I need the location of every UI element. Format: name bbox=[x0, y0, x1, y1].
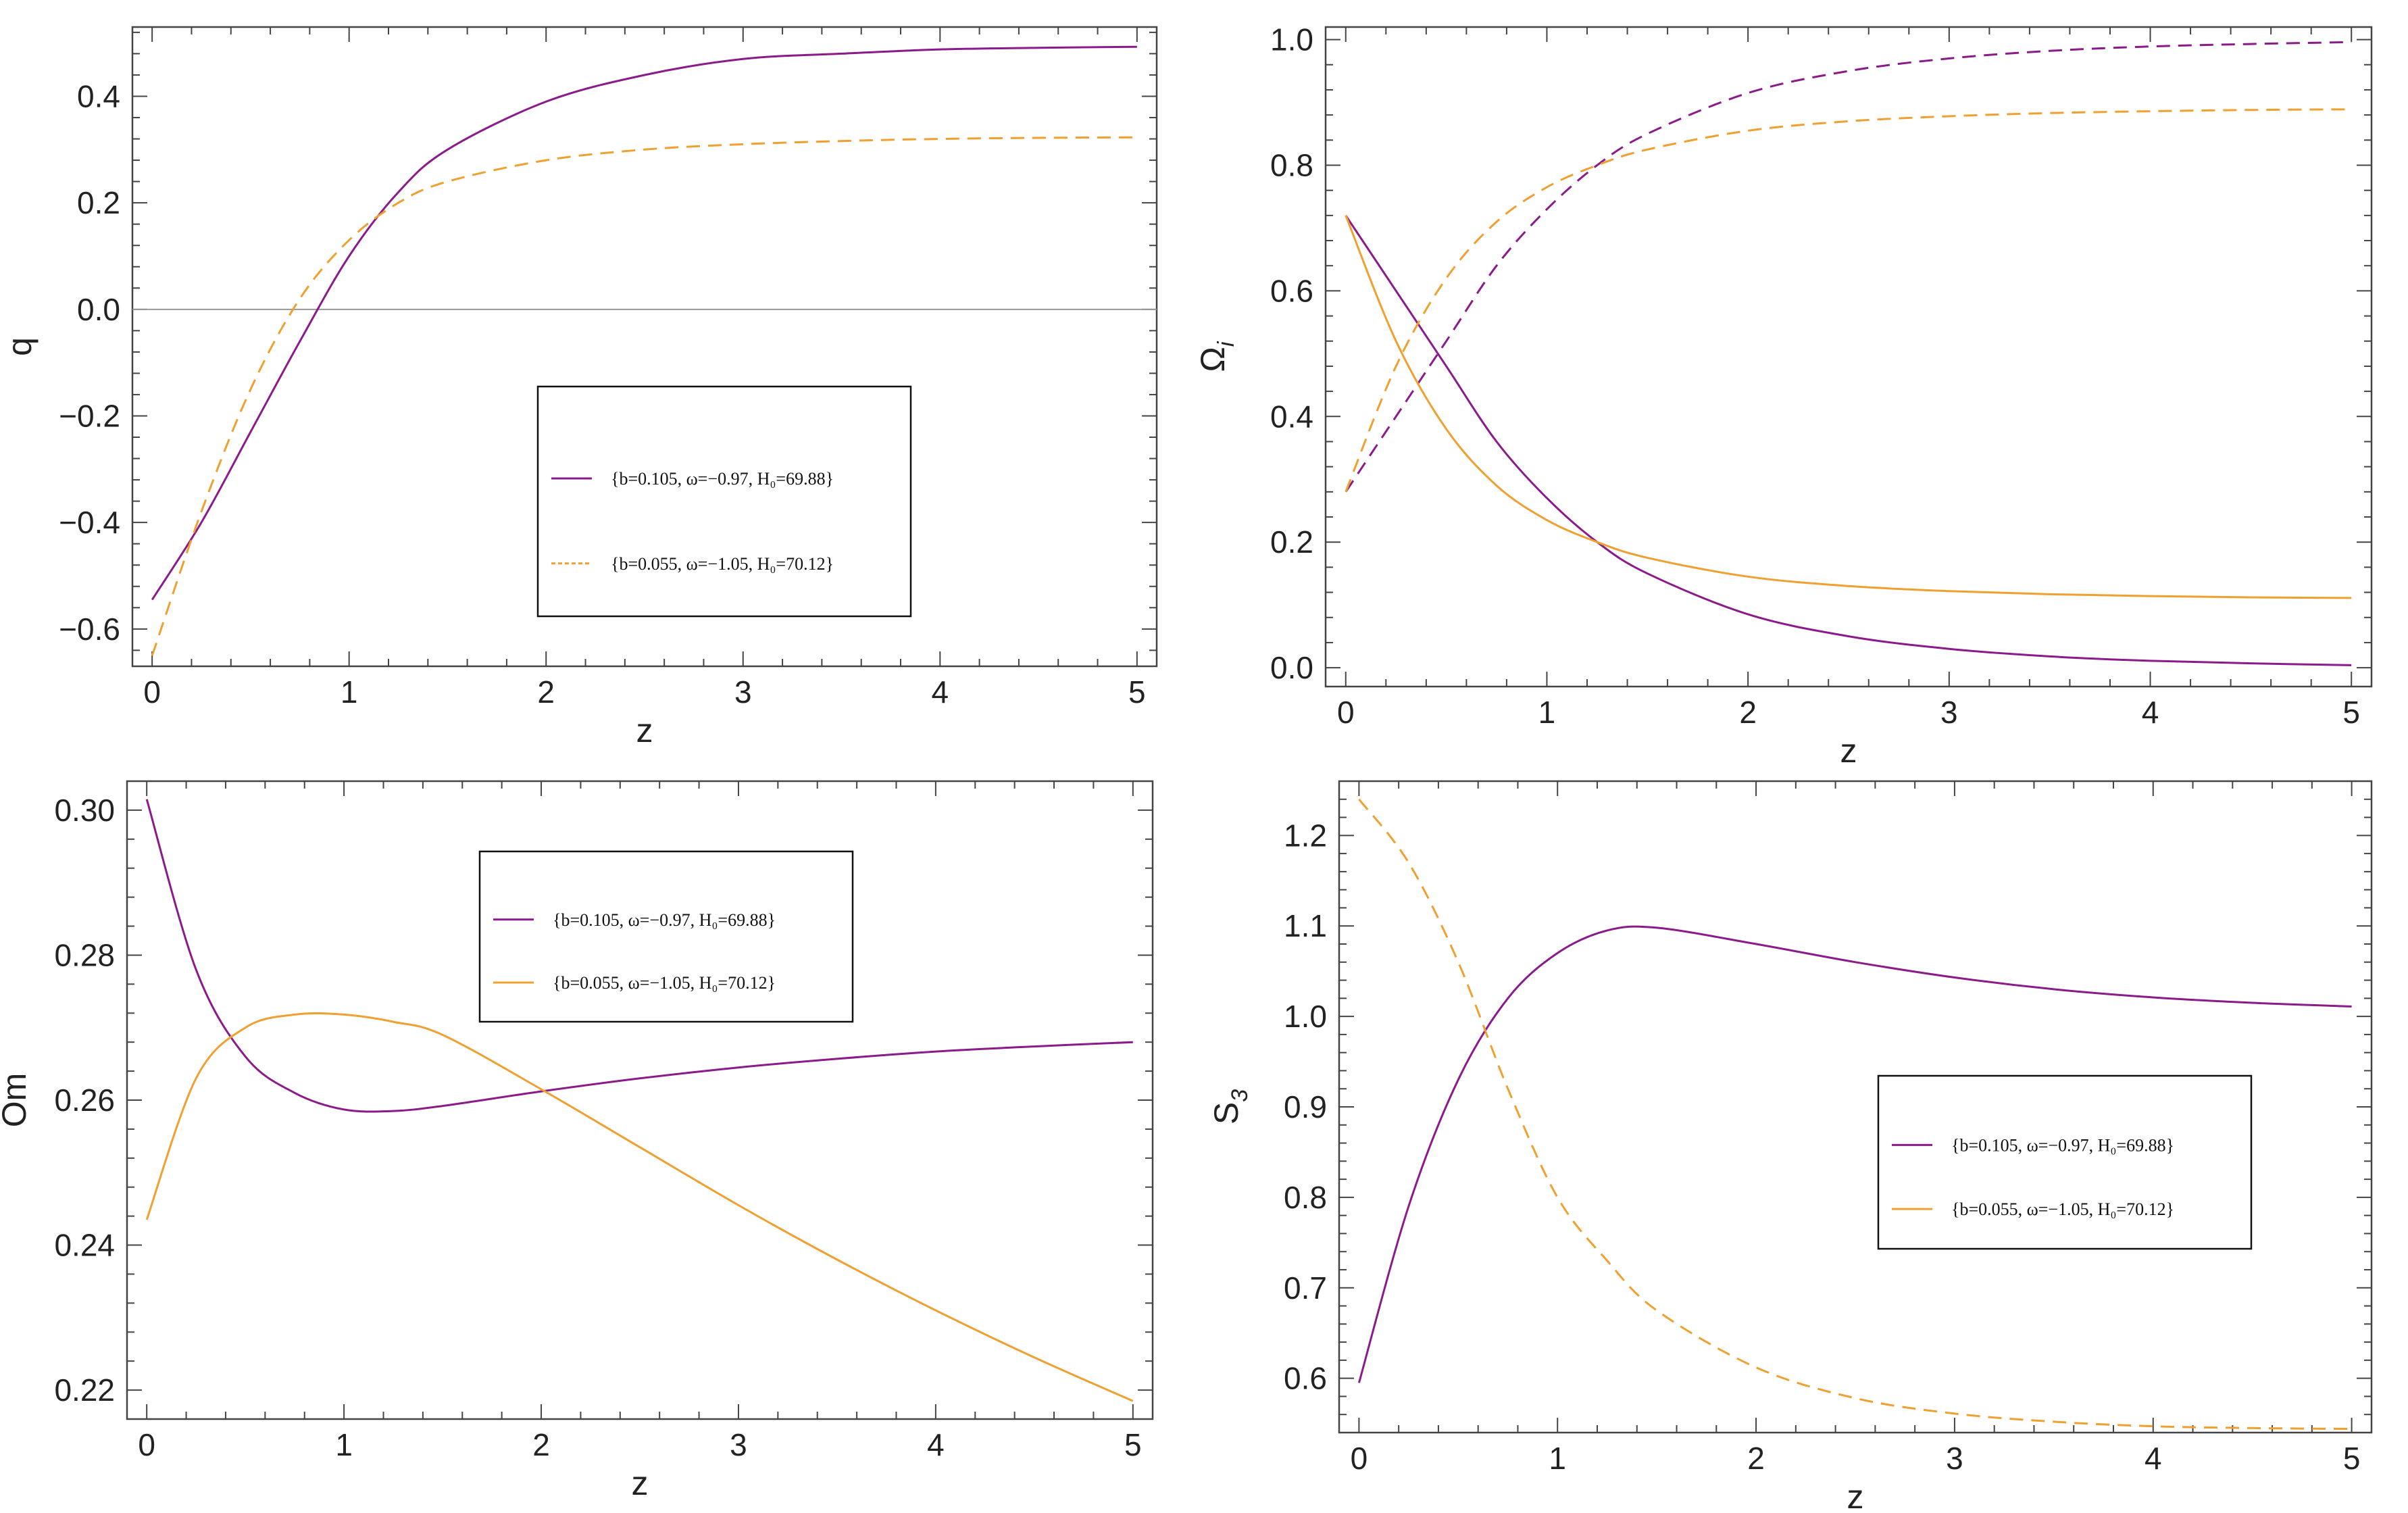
y-tick-label: −0.6 bbox=[59, 612, 120, 647]
y-tick-label: 0.28 bbox=[54, 937, 115, 972]
x-tick-label: 2 bbox=[537, 674, 555, 710]
y-tick-label: 0.4 bbox=[77, 78, 120, 114]
legend-box bbox=[1877, 1074, 2253, 1250]
x-tick-label: 1 bbox=[1549, 1441, 1566, 1476]
y-tick-label: 0.9 bbox=[1284, 1089, 1327, 1124]
q-panel: 0 1 2 3 4 5 −0.6 −0.4 −0.2 0.0 0.2 0.4 z q {b=0.105, ω… bbox=[1, 26, 1158, 749]
plot-frame bbox=[131, 26, 1158, 668]
x-tick-label: 4 bbox=[927, 1427, 945, 1462]
series-line-purple-dashed bbox=[1345, 41, 2352, 493]
legend: {b=0.105, ω=−0.97, H₀=69.88} {b=0.055, ω=… bbox=[536, 385, 912, 618]
x-tick-label: 4 bbox=[932, 674, 949, 710]
x-tick-label: 2 bbox=[532, 1427, 550, 1462]
legend: {b=0.105, ω=−0.97, H₀=69.88} {b=0.055, ω=… bbox=[478, 850, 854, 1023]
y-tick-label: 0.30 bbox=[54, 793, 115, 828]
x-tick-label: 3 bbox=[730, 1427, 747, 1462]
legend-box bbox=[478, 850, 854, 1023]
omega-i-panel: 0 1 2 3 4 5 0.0 0.2 0.4 0.6 0.8 1.0 z Ωi bbox=[1194, 22, 2373, 770]
x-tick-label: 5 bbox=[2342, 695, 2360, 730]
legend-label: {b=0.105, ω=−0.97, H₀=69.88} bbox=[611, 469, 834, 489]
series-line-purple-solid bbox=[1345, 215, 2352, 666]
y-tick-label: 1.0 bbox=[1284, 999, 1327, 1034]
x-tick-label: 4 bbox=[2142, 695, 2159, 730]
y-tick-label: −0.4 bbox=[59, 505, 120, 540]
series-line-orange-dashed bbox=[1345, 108, 2352, 493]
x-tick-label: 1 bbox=[335, 1427, 353, 1462]
series-line-orange-solid bbox=[145, 1012, 1134, 1402]
y-tick-label: 0.2 bbox=[77, 185, 120, 220]
x-tick-label: 0 bbox=[143, 674, 161, 710]
legend: {b=0.105, ω=−0.97, H₀=69.88} {b=0.055, ω=… bbox=[1877, 1074, 2253, 1250]
x-tick-label: 3 bbox=[1946, 1441, 1963, 1476]
y-tick-label: 0.6 bbox=[1284, 1361, 1327, 1396]
y-axis-label: q bbox=[1, 337, 39, 356]
series-line-orange-dashed bbox=[151, 136, 1137, 656]
om-panel: 0 1 2 3 4 5 0.22 0.24 0.26 0.28 0.30 z Om {b=0.105, ω… bbox=[0, 780, 1154, 1502]
series-line-purple-solid bbox=[1357, 925, 2352, 1383]
y-axis-label: Om bbox=[0, 1073, 33, 1128]
x-tick-label: 0 bbox=[138, 1427, 155, 1462]
x-tick-label: 2 bbox=[1747, 1441, 1765, 1476]
x-tick-label: 5 bbox=[1124, 1427, 1142, 1462]
x-tick-label: 3 bbox=[1940, 695, 1958, 730]
y-tick-label: 0.26 bbox=[54, 1083, 115, 1118]
y-tick-label: 0.7 bbox=[1284, 1270, 1327, 1306]
y-axis-label: Ωi bbox=[1194, 341, 1239, 372]
y-tick-label: 0.0 bbox=[77, 292, 120, 327]
y-tick-label: 0.0 bbox=[1270, 650, 1313, 685]
x-axis-label: z bbox=[1847, 1478, 1864, 1513]
x-axis-label: z bbox=[636, 712, 653, 749]
x-tick-label: 4 bbox=[2144, 1441, 2162, 1476]
x-tick-label: 1 bbox=[1538, 695, 1556, 730]
y-tick-label: 0.24 bbox=[54, 1228, 115, 1263]
legend-label: {b=0.055, ω=−1.05, H₀=70.12} bbox=[553, 973, 776, 993]
legend-label: {b=0.105, ω=−0.97, H₀=69.88} bbox=[553, 910, 776, 930]
x-axis-label: z bbox=[1840, 732, 1857, 770]
legend-box bbox=[536, 385, 912, 618]
x-tick-label: 5 bbox=[1128, 674, 1146, 710]
x-tick-label: 2 bbox=[1739, 695, 1757, 730]
y-tick-label: 0.2 bbox=[1270, 524, 1313, 560]
y-tick-label: 0.4 bbox=[1270, 399, 1313, 434]
x-tick-label: 0 bbox=[1351, 1441, 1368, 1476]
series-line-orange-solid bbox=[1345, 215, 2352, 599]
x-axis-label: z bbox=[632, 1464, 649, 1502]
series-line-orange-dashed bbox=[1358, 798, 2352, 1431]
s3-panel: 0 1 2 3 4 5 0.6 0.7 0.8 0.9 1.0 1.1 1.2 z S3 {b=0.105, … bbox=[1207, 780, 2373, 1513]
y-axis-label: S3 bbox=[1207, 1089, 1253, 1124]
x-tick-label: 3 bbox=[734, 674, 752, 710]
y-tick-label: 1.2 bbox=[1284, 818, 1327, 853]
x-tick-label: 5 bbox=[2343, 1441, 2361, 1476]
legend-label: {b=0.055, ω=−1.05, H₀=70.12} bbox=[1951, 1199, 2174, 1219]
legend-label: {b=0.055, ω=−1.05, H₀=70.12} bbox=[611, 554, 834, 574]
y-tick-label: 0.8 bbox=[1270, 147, 1313, 182]
y-tick-label: 1.0 bbox=[1270, 22, 1313, 57]
x-tick-label: 1 bbox=[341, 674, 358, 710]
y-tick-label: 0.22 bbox=[54, 1372, 115, 1408]
y-tick-label: 1.1 bbox=[1284, 908, 1327, 943]
legend-label: {b=0.105, ω=−0.97, H₀=69.88} bbox=[1951, 1135, 2174, 1155]
y-tick-label: −0.2 bbox=[59, 398, 120, 433]
series-line-purple-solid bbox=[151, 45, 1137, 601]
x-tick-label: 0 bbox=[1337, 695, 1355, 730]
y-tick-label: 0.8 bbox=[1284, 1180, 1327, 1215]
series-line-purple-solid bbox=[145, 799, 1133, 1113]
y-tick-label: 0.6 bbox=[1270, 273, 1313, 308]
plot-frame bbox=[1324, 26, 2373, 688]
